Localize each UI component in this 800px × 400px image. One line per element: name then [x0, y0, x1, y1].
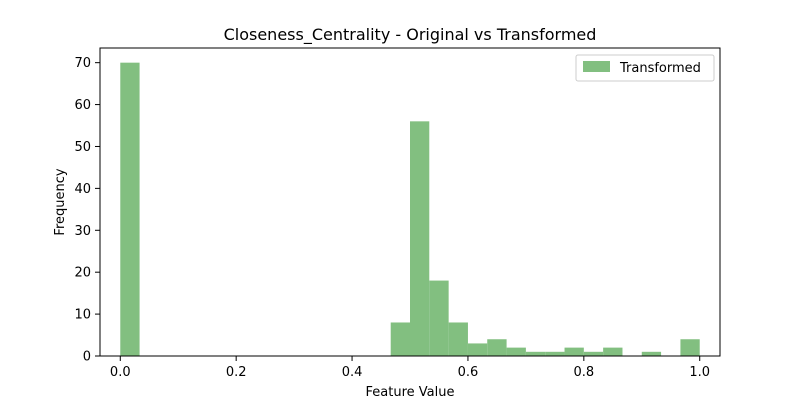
- y-axis-label: Frequency: [53, 168, 68, 235]
- y-axis: 0 10 20 30 40 50 60 70: [74, 56, 100, 365]
- y-tick-label: 60: [74, 98, 91, 113]
- legend-box: [575, 54, 715, 82]
- histogram-bar: [525, 351, 546, 356]
- y-tick-label: 30: [74, 224, 91, 239]
- histogram-bar: [410, 121, 430, 356]
- x-tick-label: 0.0: [110, 365, 131, 380]
- legend: Transformed: [575, 54, 715, 82]
- histogram-bar: [467, 343, 488, 356]
- histogram-bar: [487, 339, 507, 356]
- y-tick-label: 70: [74, 56, 91, 71]
- chart-title: Closeness_Centrality - Original vs Trans…: [224, 25, 597, 45]
- histogram-bar: [564, 347, 584, 356]
- x-axis: 0.0 0.2 0.4 0.6 0.8 1.0: [110, 356, 710, 380]
- histogram-bar: [390, 322, 410, 356]
- y-tick-label: 0: [83, 350, 91, 365]
- y-tick-label: 10: [74, 308, 91, 323]
- histogram-bar: [545, 351, 565, 356]
- histogram-bar: [603, 347, 623, 356]
- y-tick-label: 50: [74, 140, 91, 155]
- x-tick-label: 0.6: [458, 365, 479, 380]
- histogram-bar: [641, 351, 662, 356]
- histogram-bar: [429, 280, 449, 356]
- plot-frame: [99, 47, 721, 357]
- x-tick-label: 0.2: [226, 365, 247, 380]
- histogram-bar: [448, 322, 468, 356]
- bars-group: [120, 62, 700, 357]
- y-tick-label: 40: [74, 182, 91, 197]
- x-tick-label: 0.4: [342, 365, 363, 380]
- histogram-bar: [506, 347, 526, 356]
- legend-swatch: [583, 61, 610, 72]
- histogram-bar: [120, 62, 140, 357]
- x-tick-label: 1.0: [689, 365, 710, 380]
- x-tick-label: 0.8: [573, 365, 594, 380]
- histogram-bar: [583, 351, 604, 356]
- x-axis-label: Feature Value: [366, 385, 455, 400]
- y-tick-label: 20: [74, 266, 91, 281]
- histogram-bar: [680, 339, 700, 356]
- legend-label: Transformed: [619, 61, 701, 76]
